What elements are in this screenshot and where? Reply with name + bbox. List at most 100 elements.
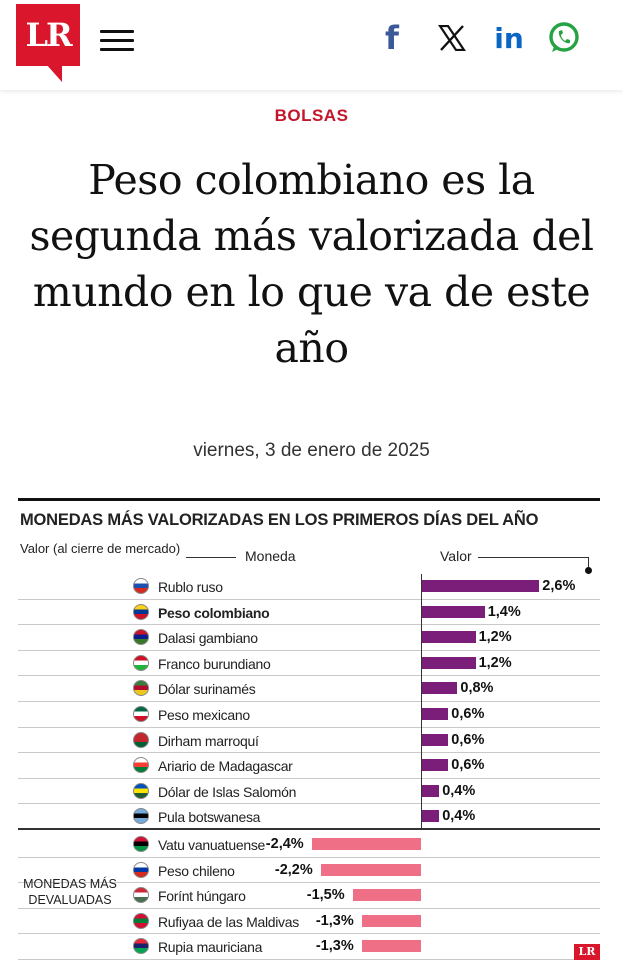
value-bar-negative — [311, 838, 421, 850]
country-flag-icon — [133, 938, 149, 955]
row-separator — [18, 907, 600, 909]
country-flag-icon — [133, 731, 149, 748]
legend-dot — [585, 567, 592, 574]
facebook-glyph: f — [385, 19, 399, 57]
value-bar-positive — [421, 605, 485, 618]
country-flag-icon — [133, 912, 149, 929]
currency-row: Dalasi gambiano 1,2% — [18, 625, 600, 651]
value-label: 1,2% — [478, 654, 512, 671]
devalued-label: MONEDAS MÁS DEVALUADAS — [20, 876, 120, 908]
devalued-label-line-2: DEVALUADAS — [28, 893, 112, 907]
value-bar-positive — [421, 784, 440, 797]
lr-logo[interactable]: LR — [16, 4, 80, 82]
row-separator — [18, 598, 600, 600]
currency-name: Pula botswanesa — [158, 809, 261, 826]
currency-name: Franco burundiano — [158, 655, 271, 672]
value-label: 0,4% — [442, 782, 476, 799]
row-separator — [18, 700, 600, 702]
value-label: -1,3% — [315, 912, 354, 929]
country-flag-icon — [133, 861, 149, 878]
currency-row: Dólar de Islas Salomón 0,4% — [18, 779, 600, 805]
value-bar-positive — [421, 682, 458, 695]
currency-row: Franco burundiano 1,2% — [18, 651, 600, 677]
value-label: 0,6% — [451, 731, 485, 748]
currency-row: Ariario de Madagascar 0,6% — [18, 753, 600, 779]
row-separator — [18, 777, 600, 779]
row-separator — [18, 856, 600, 858]
row-separator — [18, 752, 600, 754]
currency-row: Pula botswanesa 0,4% — [18, 804, 600, 830]
value-bar-negative — [352, 889, 421, 902]
country-flag-icon — [133, 680, 149, 697]
row-separator — [18, 649, 600, 651]
currency-name: Peso mexicano — [158, 707, 250, 723]
devalued-label-line-1: MONEDAS MÁS — [23, 877, 117, 891]
value-bar-positive — [421, 708, 449, 720]
currency-row: Peso colombiano 1,4% — [18, 600, 600, 626]
currency-name: Dólar de Islas Salomón — [158, 783, 297, 800]
value-label: 0,8% — [460, 680, 494, 697]
article-headline: Peso colombiano es la segunda más valori… — [29, 156, 594, 372]
linkedin-share-icon[interactable]: in — [489, 18, 529, 58]
hamburger-menu-icon[interactable] — [100, 30, 134, 52]
column-header-currency: Moneda — [245, 548, 296, 564]
row-separator — [18, 958, 600, 960]
x-logo-icon — [438, 25, 466, 51]
footer-lr-logo: LR — [574, 944, 600, 960]
whatsapp-share-icon[interactable] — [544, 18, 584, 58]
value-bar-positive — [421, 631, 476, 644]
value-bar-positive — [421, 733, 449, 746]
currency-row: Rublo ruso 2,6% — [18, 574, 600, 600]
value-label: -2,4% — [265, 836, 304, 852]
currency-row: Dólar surinamés 0,8% — [18, 676, 600, 702]
value-label: 1,2% — [478, 629, 512, 646]
country-flag-icon — [133, 603, 149, 620]
infographic-title: MONEDAS MÁS VALORIZADAS EN LOS PRIMEROS … — [20, 511, 539, 529]
section-label[interactable]: BOLSAS — [274, 106, 349, 125]
currency-name: Vatu vanuatuense — [158, 837, 266, 853]
currency-name: Ariario de Madagascar — [158, 758, 293, 775]
row-separator — [18, 624, 600, 626]
currency-row: Peso chileno -2,2% — [18, 858, 600, 884]
currency-name: Dirham marroquí — [158, 732, 259, 749]
legend-line-value — [478, 557, 588, 558]
logo-tail — [46, 64, 62, 82]
currency-row: Rupia mauriciana -1,3% — [18, 934, 600, 960]
value-bar-positive — [421, 810, 440, 823]
value-bar-negative — [361, 914, 421, 927]
row-separator — [18, 726, 600, 728]
column-header-value: Valor — [440, 548, 472, 564]
currency-row: Peso mexicano 0,6% — [18, 702, 600, 728]
value-bar-positive — [421, 759, 449, 772]
value-bar-negative — [361, 940, 421, 953]
value-label: 0,6% — [451, 706, 485, 722]
currency-name: Rufiyaa de las Maldivas — [158, 913, 299, 930]
facebook-share-icon[interactable]: f — [372, 18, 412, 58]
value-label: -1,3% — [315, 938, 354, 955]
value-label: -2,2% — [274, 861, 313, 878]
value-label: 2,6% — [542, 578, 576, 594]
value-bar-negative — [320, 863, 421, 876]
logo-box — [16, 4, 80, 66]
value-label: 0,4% — [442, 808, 476, 825]
whatsapp-logo-icon — [549, 22, 579, 52]
currency-name: Forínt húngaro — [158, 888, 246, 905]
legend-value-note: Valor (al cierre de mercado) — [20, 541, 181, 556]
value-label: 1,4% — [487, 603, 521, 620]
currency-row: Forínt húngaro -1,5% — [18, 883, 600, 909]
row-separator — [18, 882, 600, 884]
top-rule — [18, 498, 600, 501]
currency-row: Dirham marroquí 0,6% — [18, 728, 600, 754]
currency-name: Dalasi gambiano — [158, 630, 258, 647]
currency-name: Dólar surinamés — [158, 681, 256, 698]
currency-name: Rupia mauriciana — [158, 939, 263, 956]
value-label: -1,5% — [306, 887, 345, 904]
currency-row: Rufiyaa de las Maldivas -1,3% — [18, 909, 600, 935]
country-flag-icon — [133, 706, 149, 722]
country-flag-icon — [133, 629, 149, 646]
row-separator — [18, 803, 600, 805]
x-share-icon[interactable] — [432, 18, 472, 58]
country-flag-icon — [133, 887, 149, 904]
country-flag-icon — [133, 808, 149, 825]
country-flag-icon — [133, 578, 149, 594]
